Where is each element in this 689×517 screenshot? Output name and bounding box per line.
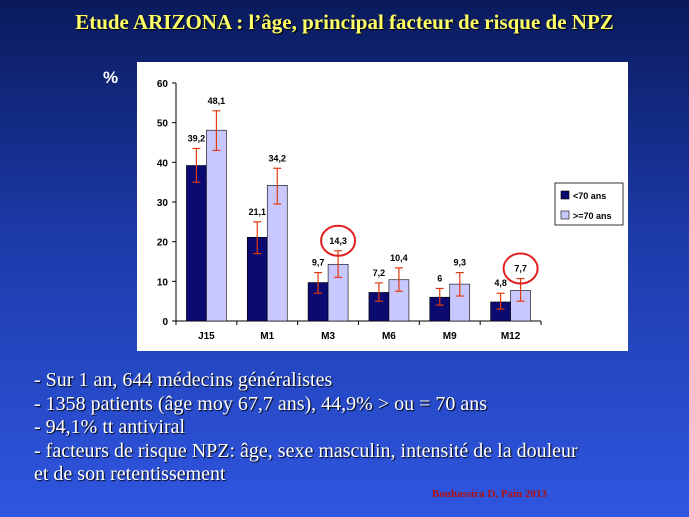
citation: Bouhassira D, Pain 2013 (432, 488, 547, 500)
chart-svg: 0 10 20 30 40 50 60 J15 M1 M3 M6 M9 M12 39,2 21,1 9,7 7,… (157, 79, 624, 342)
data-label: 7,2 (373, 268, 386, 278)
bar (206, 129, 227, 322)
highlight-circle (502, 252, 539, 285)
y-tick-label: 10 (157, 277, 169, 288)
bar (186, 165, 207, 322)
data-label: 48,1 (208, 96, 226, 106)
y-tick-label: 40 (157, 158, 169, 169)
bullet-item: - facteurs de risque NPZ: âge, sexe masc… (34, 439, 578, 462)
bullet-list: - Sur 1 an, 644 médecins généralistes - … (34, 369, 674, 487)
legend-label: <70 ans (573, 191, 606, 201)
data-label: 10,4 (390, 253, 408, 263)
data-label: 9,3 (453, 258, 466, 268)
y-unit-label: % (103, 68, 119, 87)
x-tick-label: M9 (443, 331, 457, 342)
data-label: 34,2 (268, 153, 286, 163)
legend-swatch (560, 190, 570, 200)
x-tick-label: M3 (321, 331, 335, 342)
data-label: 39,2 (188, 133, 206, 143)
data-label: 7,7 (514, 264, 527, 274)
x-tick-label: J15 (198, 331, 215, 342)
data-label: 4,8 (494, 278, 507, 288)
y-tick-label: 0 (162, 317, 168, 328)
bullet-item: et de son retentissement (34, 463, 226, 485)
data-label: 6 (437, 273, 442, 283)
y-tick-label: 30 (157, 198, 169, 209)
slide-title: Etude ARIZONA : l’âge, principal facteur… (75, 10, 614, 34)
y-tick-label: 50 (157, 119, 169, 130)
y-tick-label: 20 (157, 238, 169, 249)
bullet-item: - Sur 1 an, 644 médecins généralistes (34, 369, 333, 391)
bar (266, 185, 288, 322)
data-label: 9,7 (312, 258, 325, 268)
data-label: 14,3 (329, 236, 347, 246)
data-label: 21,1 (248, 207, 266, 217)
bar-chart: 0 10 20 30 40 50 60 J15 M1 M3 M6 M9 M12 39,2 21,1 9,7 7,… (137, 62, 628, 351)
legend-label: >=70 ans (573, 211, 612, 221)
bullet-item: - 94,1% tt antiviral (34, 416, 186, 438)
y-tick-label: 60 (157, 79, 169, 90)
x-tick-label: M6 (382, 331, 396, 342)
bullet-item: - 1358 patients (âge moy 67,7 ans), 44,9… (34, 392, 488, 415)
x-tick-label: M1 (260, 331, 274, 342)
legend-swatch (560, 210, 570, 220)
x-tick-label: M12 (501, 331, 521, 342)
highlight-circle (320, 224, 357, 257)
